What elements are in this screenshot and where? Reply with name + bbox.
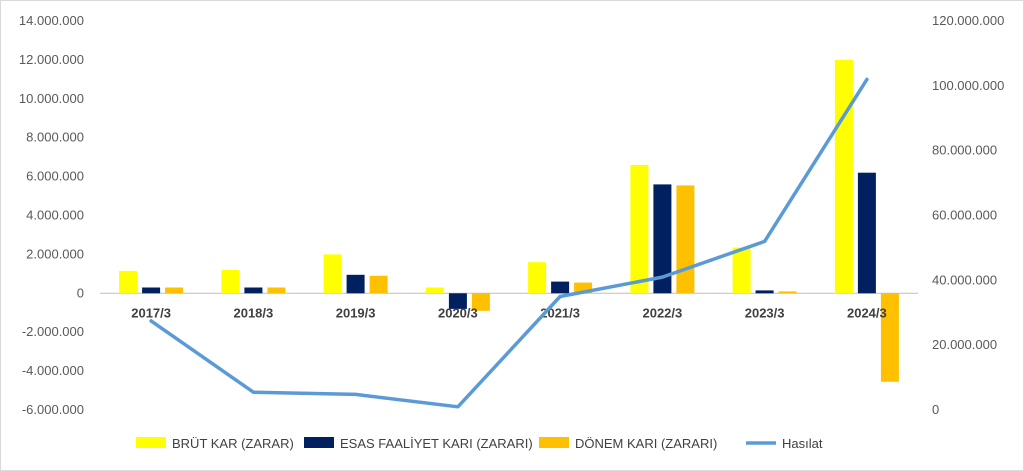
category-label: 2020/3 [438, 305, 478, 320]
category-label: 2017/3 [131, 305, 171, 320]
category-label: 2019/3 [336, 305, 376, 320]
line-series-hasilat [149, 77, 869, 409]
legend-item: Hasılat [746, 436, 823, 451]
bar-2-2020-3 [448, 293, 467, 309]
legend-label: BRÜT KAR (ZARAR) [172, 436, 294, 451]
left-tick-label: 10.000.000 [19, 91, 84, 106]
bar-3-2024-3 [880, 293, 899, 382]
left-tick-label: 12.000.000 [19, 52, 84, 67]
left-tick-label: -6.000.000 [22, 402, 84, 417]
bar-3-2020-3 [471, 293, 490, 311]
legend-swatch [304, 437, 334, 448]
category-label: 2018/3 [233, 305, 273, 320]
right-tick-label: 100.000.000 [932, 78, 1004, 93]
left-tick-label: 0 [77, 285, 84, 300]
category-label: 2022/3 [642, 305, 682, 320]
bar-3-2022-3 [676, 185, 695, 294]
legend-label: Hasılat [782, 436, 823, 451]
left-tick-label: 14.000.000 [19, 13, 84, 28]
bar-series-group [119, 59, 899, 382]
bar-3-2021-3 [574, 282, 593, 294]
legend-item: BRÜT KAR (ZARAR) [136, 436, 294, 451]
legend-swatch [136, 437, 166, 448]
bar-2-2021-3 [551, 281, 570, 294]
bar-2-2022-3 [653, 184, 672, 294]
bar-1-2021-3 [528, 262, 547, 294]
bar-1-2019-3 [323, 254, 342, 294]
legend-item: DÖNEM KARI (ZARARI) [539, 436, 717, 451]
right-axis: 0 20.000.000 40.000.000 60.000.000 80.000.00… [932, 13, 1004, 417]
left-tick-label: 6.000.000 [26, 169, 84, 184]
legend-swatch [539, 437, 569, 448]
left-tick-label: 4.000.000 [26, 208, 84, 223]
bar-3-2019-3 [369, 275, 388, 294]
bar-3-2018-3 [267, 287, 286, 294]
bar-2-2023-3 [755, 290, 774, 294]
bar-1-2024-3 [834, 59, 853, 294]
category-label: 2024/3 [847, 305, 887, 320]
bar-1-2017-3 [119, 270, 138, 294]
bar-1-2022-3 [630, 164, 649, 294]
legend-label: ESAS FAALİYET KARI (ZARARI) [340, 436, 533, 451]
bar-2-2017-3 [142, 287, 161, 294]
right-tick-label: 0 [932, 402, 939, 417]
category-label: 2023/3 [745, 305, 785, 320]
right-tick-label: 120.000.000 [932, 13, 1004, 28]
bar-3-2023-3 [778, 291, 797, 294]
bar-3-2017-3 [165, 287, 184, 294]
legend: BRÜT KAR (ZARAR) ESAS FAALİYET KARI (ZARA… [136, 436, 823, 451]
bar-2-2019-3 [346, 274, 365, 294]
right-tick-label: 80.000.000 [932, 143, 997, 158]
bar-2-2018-3 [244, 287, 263, 294]
bar-1-2020-3 [425, 287, 444, 294]
left-tick-label: -2.000.000 [22, 324, 84, 339]
legend-label: DÖNEM KARI (ZARARI) [575, 436, 717, 451]
right-tick-label: 60.000.000 [932, 208, 997, 223]
left-tick-label: 2.000.000 [26, 246, 84, 261]
left-axis: -6.000.000 -4.000.000 -2.000.000 0 2.000.000… [19, 13, 84, 417]
bar-2-2024-3 [857, 172, 876, 294]
right-tick-label: 40.000.000 [932, 272, 997, 287]
bar-1-2023-3 [732, 247, 751, 294]
legend-item: ESAS FAALİYET KARI (ZARARI) [304, 436, 533, 451]
right-tick-label: 20.000.000 [932, 337, 997, 352]
left-tick-label: 8.000.000 [26, 130, 84, 145]
left-tick-label: -4.000.000 [22, 363, 84, 378]
category-labels: 2017/3 2018/3 2019/3 2020/3 2021/3 2022/3 2023… [131, 305, 887, 320]
line-series-group [149, 77, 869, 409]
bar-1-2018-3 [221, 270, 240, 294]
